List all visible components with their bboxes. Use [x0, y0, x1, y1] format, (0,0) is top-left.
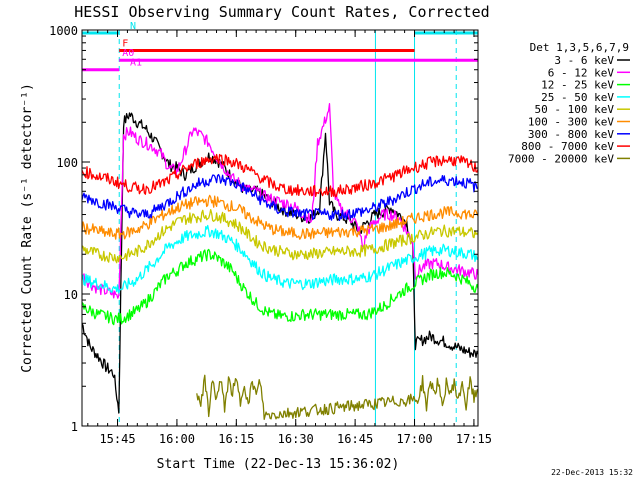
x-tick-label: 16:45: [337, 432, 373, 446]
plot-frame: [81, 29, 479, 427]
x-tick-label: 15:45: [99, 432, 135, 446]
legend-label-50-100-kev: 50 - 100 keV: [535, 103, 615, 116]
x-tick-label: 17:00: [396, 432, 432, 446]
x-tick-label: 17:15: [456, 432, 492, 446]
series-layer: [81, 102, 479, 420]
legend-label-300-800-kev: 300 - 800 keV: [528, 128, 614, 141]
series-12-25-kev: [81, 248, 479, 326]
y-tick-label: 10: [64, 288, 78, 302]
x-tick-label: 16:15: [218, 432, 254, 446]
flag-label-a0: A0: [122, 48, 134, 59]
series-300-800-kev: [81, 173, 479, 222]
series-800-7000-kev: [81, 153, 479, 198]
legend-label-800-7000-kev: 800 - 7000 keV: [521, 140, 614, 153]
series-25-50-kev: [81, 224, 479, 294]
flag-label-f: F: [122, 38, 128, 49]
legend-label-25-50-kev: 25 - 50 keV: [541, 91, 614, 104]
legend-label-7000-20000-kev: 7000 - 20000 keV: [508, 152, 614, 165]
y-axis-label: Corrected Count Rate (s⁻¹ detector⁻¹): [20, 83, 35, 373]
legend-label-100-300-kev: 100 - 300 keV: [528, 116, 614, 129]
flag-label-a1: A1: [130, 58, 142, 69]
datestamp: 22-Dec-2013 15:32: [551, 468, 633, 477]
x-tick-label: 16:00: [159, 432, 195, 446]
legend-label-6-12-kev: 6 - 12 keV: [548, 66, 615, 79]
series-7000-20000-kev: [196, 374, 479, 420]
series-6-12-kev: [81, 102, 479, 299]
x-tick-label: 16:30: [278, 432, 314, 446]
series-100-300-kev: [81, 194, 479, 240]
y-tick-label: 1: [71, 420, 78, 434]
legend-label-12-25-kev: 12 - 25 keV: [541, 79, 614, 92]
flag-label-n: N: [130, 21, 136, 32]
x-axis-label: Start Time (22-Dec-13 15:36:02): [157, 457, 400, 472]
legend-title: Det 1,3,5,6,7,9: [530, 41, 629, 54]
chart-title: HESSI Observing Summary Count Rates, Cor…: [74, 3, 489, 21]
y-tick-label: 1000: [49, 24, 78, 38]
series-50-100-kev: [81, 208, 479, 264]
legend-label-3-6-kev: 3 - 6 keV: [554, 54, 614, 67]
y-tick-label: 100: [56, 156, 78, 170]
